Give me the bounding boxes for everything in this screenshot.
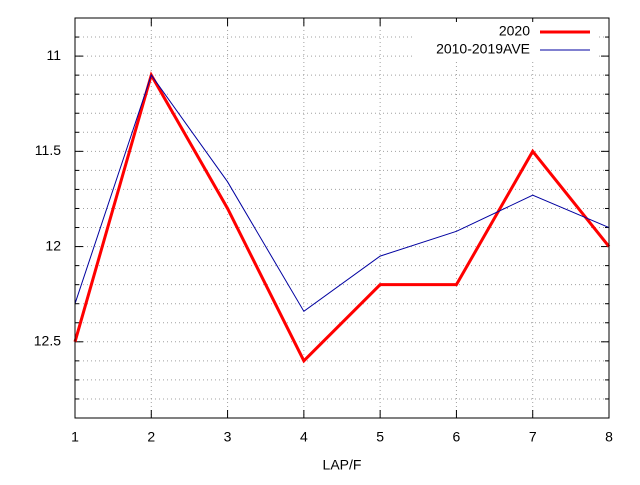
y-tick-label: 11.5 [35, 142, 61, 158]
x-tick-label: 1 [71, 429, 79, 445]
plot-border [74, 17, 610, 419]
y-tick-label: 12.5 [34, 333, 61, 349]
x-tick-label: 3 [224, 429, 232, 445]
y-tick-label: 12 [45, 237, 61, 253]
x-tick-label: 5 [376, 429, 384, 445]
x-axis-label: LAP/F [323, 457, 362, 473]
x-tick-label: 7 [529, 429, 537, 445]
legend-label: 2020 [499, 23, 530, 39]
legend-box [412, 22, 599, 60]
x-tick-label: 8 [605, 429, 613, 445]
x-tick-label: 4 [300, 429, 308, 445]
x-tick-label: 2 [147, 429, 155, 445]
series-line [74, 74, 610, 313]
series-line [73, 71, 611, 364]
y-tick-label: 11 [46, 47, 61, 63]
x-tick-label: 6 [453, 429, 461, 445]
legend-label: 2010-2019AVE [436, 41, 530, 57]
